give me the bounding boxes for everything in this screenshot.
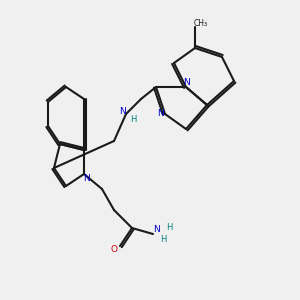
Text: CH₃: CH₃ <box>194 20 208 28</box>
Text: N: N <box>153 225 159 234</box>
Text: N: N <box>183 78 189 87</box>
Text: H: H <box>166 224 173 232</box>
Text: N: N <box>84 174 90 183</box>
Text: O: O <box>110 244 118 253</box>
Text: H: H <box>160 236 167 244</box>
Text: N: N <box>157 110 164 118</box>
Text: N: N <box>120 106 126 116</box>
Text: H: H <box>130 116 137 124</box>
